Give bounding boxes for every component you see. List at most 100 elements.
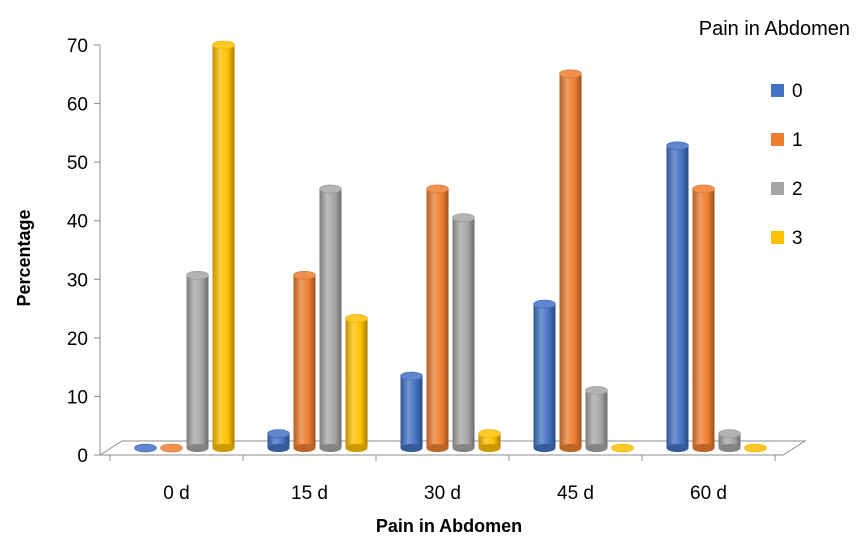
bar-top <box>134 443 157 453</box>
bar-body <box>452 217 475 448</box>
legend-title: Pain in Abdomen <box>699 18 850 40</box>
bar <box>134 443 157 453</box>
bar-top <box>533 299 556 309</box>
bar-top <box>212 40 235 50</box>
bar-body <box>319 188 342 448</box>
bar <box>452 213 475 452</box>
bar <box>744 443 767 453</box>
legend-swatch <box>771 84 784 97</box>
legend-item: 3 <box>771 228 803 249</box>
legend-item: 2 <box>771 179 803 200</box>
bar-body <box>293 275 316 448</box>
bar <box>585 386 608 452</box>
bar-body <box>186 275 209 448</box>
bar-top <box>186 270 209 280</box>
bar-body <box>426 188 449 448</box>
bar-top <box>293 270 316 280</box>
legend-swatch <box>771 182 784 195</box>
bar <box>319 184 342 452</box>
legend: 0 1 2 3 <box>771 81 803 249</box>
bar <box>559 69 582 452</box>
bar-bottom <box>559 444 582 452</box>
bar-bottom <box>267 444 290 452</box>
bar <box>293 270 316 452</box>
legend-label: 3 <box>792 228 803 249</box>
bar <box>160 443 183 453</box>
y-tick-label: 20 <box>67 329 88 350</box>
bar-top <box>692 184 715 194</box>
bar-top <box>666 141 689 151</box>
bar-top <box>400 371 423 381</box>
bar-top <box>744 443 767 453</box>
y-tick-label: 60 <box>67 95 88 116</box>
bar-body <box>212 45 235 448</box>
bar <box>267 429 290 452</box>
y-tick-label: 0 <box>77 446 88 467</box>
bar-body <box>559 73 582 449</box>
bar-top <box>718 429 741 438</box>
axes: 0 10 20 30 40 50 60 70 0 d 15 d 30 d 45 d 60 d <box>67 36 776 504</box>
bar <box>533 299 556 452</box>
bar-top <box>611 443 634 453</box>
x-tick-label: 15 d <box>291 483 328 504</box>
y-tick-label: 30 <box>67 270 88 291</box>
legend-label: 1 <box>792 130 803 151</box>
y-tick-label: 50 <box>67 153 88 174</box>
bar-bottom <box>319 444 342 452</box>
bar-bottom <box>585 444 608 452</box>
x-tick-label: 0 d <box>163 483 189 504</box>
bar-body <box>345 318 368 448</box>
bar-top <box>319 184 342 194</box>
bar-body <box>585 390 608 448</box>
bar-top <box>267 429 290 438</box>
bar-body <box>692 188 715 448</box>
legend-label: 0 <box>792 81 803 102</box>
bar-body <box>666 145 689 448</box>
bar <box>400 371 423 452</box>
bar <box>186 270 209 452</box>
bar-bottom <box>692 444 715 452</box>
bars <box>134 40 767 453</box>
x-axis-title: Pain in Abdomen <box>376 516 522 536</box>
bar-bottom <box>400 444 423 452</box>
x-tick-label: 45 d <box>557 483 594 504</box>
bar <box>666 141 689 452</box>
legend-label: 2 <box>792 179 803 200</box>
bar-bottom <box>718 444 741 452</box>
bar-bottom <box>345 444 368 452</box>
x-tick-label: 60 d <box>690 483 727 504</box>
bar-bottom <box>452 444 475 452</box>
bar-bottom <box>666 444 689 452</box>
bar-top <box>478 429 501 438</box>
bar-top <box>345 314 368 323</box>
bar <box>611 443 634 453</box>
bar-bottom <box>293 444 316 452</box>
bar <box>478 429 501 452</box>
bar-top <box>452 213 475 223</box>
bar-bottom <box>212 444 235 452</box>
bar-bottom <box>533 444 556 452</box>
bar <box>212 40 235 452</box>
bar <box>345 314 368 452</box>
legend-swatch <box>771 133 784 146</box>
bar-top <box>585 386 608 395</box>
bar-body <box>533 304 556 448</box>
bar <box>718 429 741 452</box>
bar-bottom <box>186 444 209 452</box>
bar-top <box>160 443 183 453</box>
y-axis-title: Percentage <box>14 209 34 306</box>
legend-swatch <box>771 231 784 244</box>
y-tick-label: 40 <box>67 212 88 233</box>
bar-top <box>426 184 449 194</box>
bar-bottom <box>426 444 449 452</box>
bar-body <box>400 376 423 448</box>
x-tick-label: 30 d <box>424 483 461 504</box>
bar <box>426 184 449 452</box>
bar <box>692 184 715 452</box>
y-tick-label: 10 <box>67 387 88 408</box>
legend-item: 0 <box>771 81 803 102</box>
bar-top <box>559 69 582 79</box>
bar-bottom <box>478 444 501 452</box>
y-tick-label: 70 <box>67 36 88 57</box>
